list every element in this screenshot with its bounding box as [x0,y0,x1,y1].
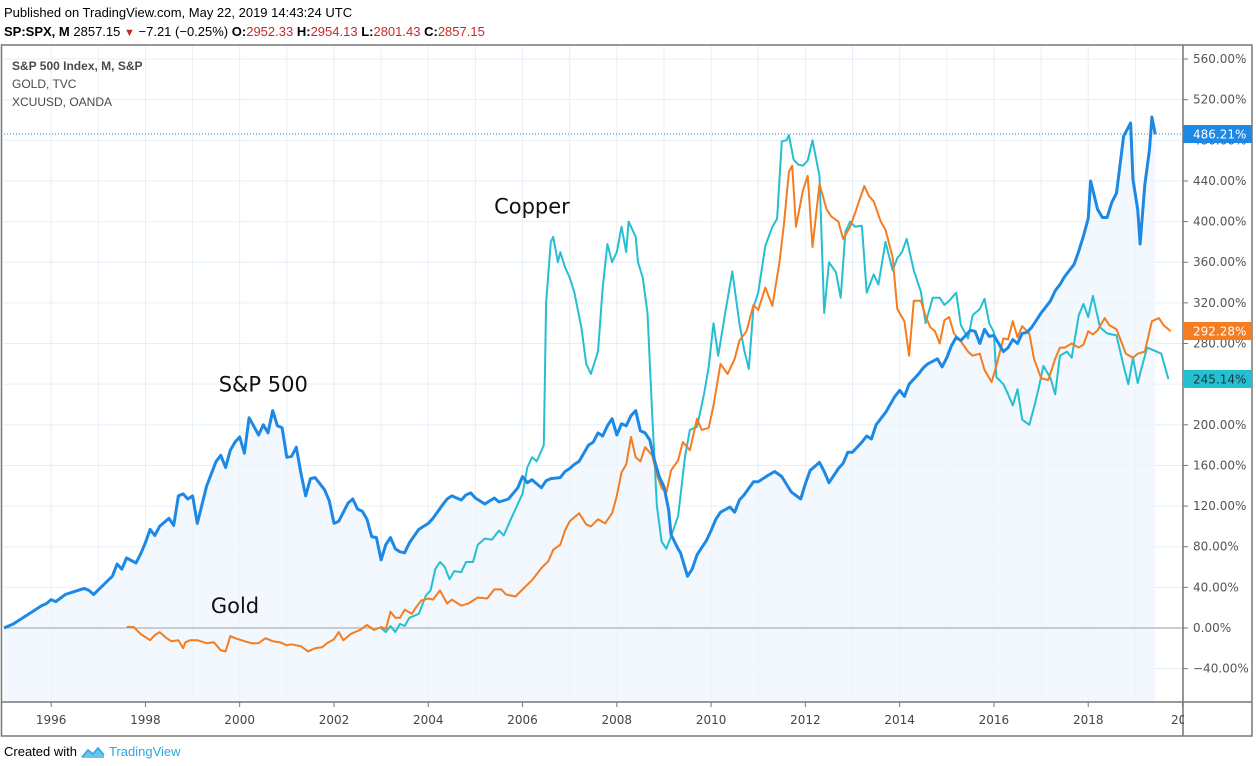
y-tick-label: 440.00% [1193,174,1246,188]
low-value: 2801.43 [373,24,421,39]
open-value: 2952.33 [246,24,294,39]
down-triangle-icon: ▼ [124,27,135,39]
y-tick-label: 360.00% [1193,255,1246,269]
sp500-area-fill [4,117,1156,702]
x-tick-label: 2018 [1073,713,1104,727]
symbol-quote-line: SP:SPX, M 2857.15 ▼ −7.21 (−0.25%) O:295… [4,24,485,39]
series-line-sp500[interactable] [3,115,1157,630]
last-value-gold-bg [1183,322,1252,341]
legend: S&P 500 Index, M, S&P GOLD, TVC XCUUSD, … [12,59,143,109]
x-tick-label: 2012 [790,713,821,727]
x-tick-label: 2002 [319,713,350,727]
last-value-sp500-bg [1183,125,1252,144]
legend-item-sp500[interactable]: S&P 500 Index, M, S&P [12,59,143,73]
x-tick-label: 2010 [696,713,727,727]
last-value-labels: 486.21% 292.28% 245.14% [1183,125,1252,388]
footer: Created with TradingView [4,744,181,759]
y-tick-label: 80.00% [1193,540,1239,554]
last-value-copper: 245.14% [1193,372,1246,386]
last-price: 2857.15 [73,24,121,39]
y-tick-label: −40.00% [1193,662,1249,676]
x-tick-label: 2014 [884,713,915,727]
last-value-sp500: 486.21% [1193,128,1246,142]
series-line-copper[interactable] [380,134,1170,634]
y-tick-label: 400.00% [1193,215,1246,229]
series-line-gold[interactable] [126,164,1172,653]
y-tick-label: 320.00% [1193,296,1246,310]
axis-corner [1184,703,1251,735]
created-with-text: Created with [4,744,77,759]
chart-frame [0,44,1253,737]
legend-item-copper[interactable]: XCUUSD, OANDA [12,95,112,109]
annotation-label: Copper [494,194,570,218]
x-tick-label: 2006 [507,713,538,727]
symbol-label: SP:SPX, M [4,24,70,39]
published-line: Published on TradingView.com, May 22, 20… [4,5,353,20]
close-value: 2857.15 [437,24,485,39]
y-tick-label: 560.00% [1193,52,1246,66]
y-tick-label: 160.00% [1193,458,1246,472]
open-label: O: [231,24,247,39]
annotation-label: S&P 500 [219,372,308,396]
x-tick-label: 2008 [602,713,633,727]
y-tick-label: 120.00% [1193,499,1246,513]
annotation-label: Gold [211,594,259,618]
y-tick-label: 200.00% [1193,418,1246,432]
high-label: H: [296,24,311,39]
low-label: L: [361,24,374,39]
tradingview-logo-icon [81,746,105,758]
price-change: −7.21 (−0.25%) [138,24,229,39]
y-tick-label: 40.00% [1193,580,1239,594]
legend-item-gold[interactable]: GOLD, TVC [12,77,77,91]
x-tick-label: 1998 [130,713,161,727]
y-axis[interactable]: 560.00%520.00%480.00%440.00%400.00%360.0… [1182,45,1249,736]
y-tick-label: 0.00% [1193,621,1231,635]
close-label: C: [424,24,438,39]
annotations: S&P 500 Copper Gold [211,194,570,617]
x-tick-label: 2000 [224,713,255,727]
last-value-gold: 292.28% [1193,325,1246,339]
high-value: 2954.13 [310,24,358,39]
y-tick-label: 520.00% [1193,93,1246,107]
x-tick-label: 2016 [979,713,1010,727]
x-axis[interactable]: 1996 1998 2000 2002 2004 2006 2008 2010 2012 2014… [1,701,1253,735]
x-tick-label: 1996 [36,713,67,727]
tradingview-link[interactable]: TradingView [108,744,181,759]
x-tick-label: 2004 [413,713,444,727]
last-value-copper-bg [1183,369,1252,388]
